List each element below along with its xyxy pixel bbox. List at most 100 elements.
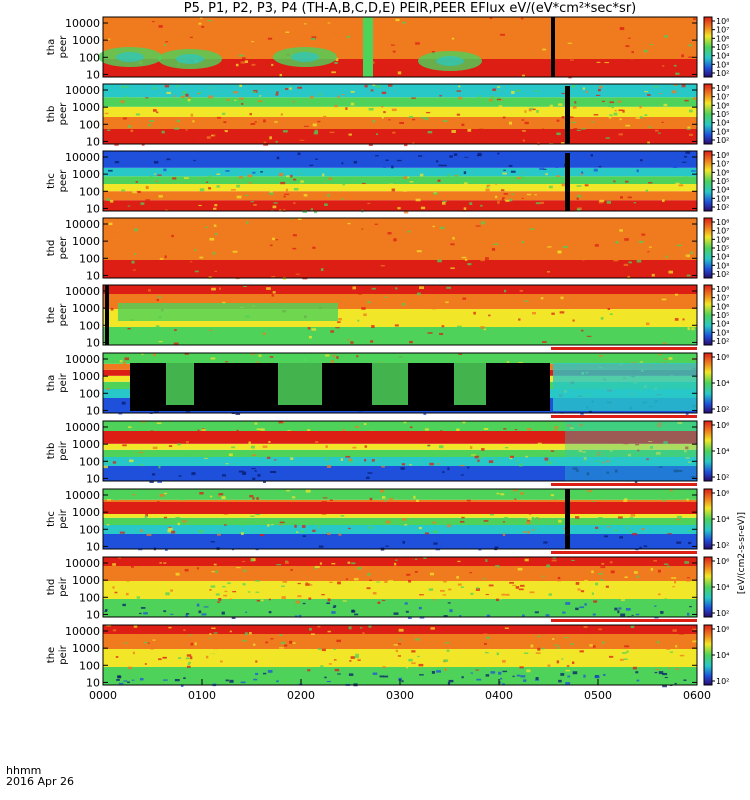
speckle — [121, 471, 125, 473]
speckle — [619, 536, 623, 539]
speckle — [591, 570, 594, 574]
speckle — [461, 676, 464, 679]
speckle — [211, 287, 216, 291]
speckle — [418, 526, 422, 530]
speckle — [119, 531, 125, 534]
speckle — [558, 475, 562, 478]
date-label: 2016 Apr 26 — [6, 775, 75, 788]
speckle — [687, 541, 692, 545]
flux-feature — [291, 52, 319, 62]
speckle — [310, 208, 314, 211]
speckle — [236, 195, 242, 199]
speckle — [299, 139, 305, 141]
speckle — [593, 600, 598, 603]
speckle — [149, 175, 153, 178]
speckle — [409, 181, 414, 183]
speckle — [596, 61, 601, 63]
speckle — [638, 132, 643, 134]
speckle — [285, 87, 289, 90]
speckle — [464, 182, 468, 185]
speckle — [686, 498, 689, 501]
speckle — [671, 496, 675, 498]
speckle — [231, 446, 236, 449]
speckle — [224, 361, 229, 363]
speckle — [693, 97, 697, 100]
speckle — [679, 632, 685, 635]
speckle — [662, 342, 667, 344]
speckle — [469, 471, 472, 475]
speckle — [601, 641, 605, 644]
speckle — [576, 185, 582, 187]
speckle — [315, 440, 319, 443]
speckle — [323, 115, 327, 118]
speckle — [401, 463, 406, 466]
speckle — [664, 358, 667, 360]
colorbar-tick-label: 10⁷ — [716, 26, 729, 35]
speckle — [372, 672, 378, 675]
speckle — [255, 580, 260, 582]
speckle — [620, 599, 625, 601]
speckle — [547, 461, 552, 465]
speckle — [385, 545, 389, 547]
speckle — [158, 207, 161, 210]
speckle — [250, 445, 255, 449]
speckle — [303, 193, 308, 197]
speckle — [580, 329, 584, 332]
speckle — [113, 470, 118, 473]
speckle — [632, 532, 637, 536]
speckle — [268, 611, 272, 614]
speckle — [657, 422, 663, 425]
speckle — [676, 541, 682, 544]
speckle — [458, 353, 463, 355]
speckle — [326, 361, 332, 364]
y-tick-label: 10 — [86, 608, 100, 621]
speckle — [580, 410, 585, 414]
speckle — [528, 108, 532, 112]
speckle — [514, 498, 517, 500]
speckle — [188, 567, 192, 570]
speckle — [597, 155, 601, 157]
speckle — [579, 423, 583, 427]
speckle — [129, 459, 134, 463]
speckle — [594, 460, 598, 462]
speckle — [677, 421, 683, 424]
speckle — [443, 580, 447, 583]
spectrogram-band — [103, 84, 697, 98]
speckle — [581, 171, 584, 175]
speckle — [250, 627, 254, 629]
speckle — [223, 121, 227, 124]
colorbar — [703, 352, 713, 414]
speckle — [420, 206, 426, 210]
speckle — [358, 645, 363, 649]
speckle — [325, 354, 330, 357]
speckle — [222, 474, 226, 477]
x-tick-label: 0500 — [584, 689, 612, 702]
x-tick-label: 0200 — [287, 689, 315, 702]
panel-frame — [102, 284, 698, 346]
speckle — [335, 58, 339, 62]
speckle — [354, 613, 359, 616]
y-tick-label: 10 — [86, 68, 100, 81]
y-tick-label: 10 — [86, 540, 100, 553]
speckle — [578, 449, 582, 453]
speckle — [623, 498, 628, 501]
speckle — [645, 472, 650, 474]
speckle — [153, 161, 159, 164]
speckle — [199, 256, 204, 259]
speckle — [678, 184, 684, 187]
speckle — [535, 652, 541, 654]
speckle — [333, 648, 336, 650]
speckle — [393, 238, 397, 242]
speckle — [402, 518, 407, 521]
speckle — [614, 607, 618, 611]
speckle — [240, 522, 245, 526]
speckle — [265, 110, 269, 113]
speckle — [556, 175, 561, 177]
speckle — [197, 92, 201, 95]
speckle — [327, 630, 331, 633]
speckle — [657, 354, 662, 356]
speckle — [266, 558, 270, 561]
speckle — [198, 204, 202, 207]
speckle — [467, 128, 472, 132]
speckle — [687, 126, 691, 129]
